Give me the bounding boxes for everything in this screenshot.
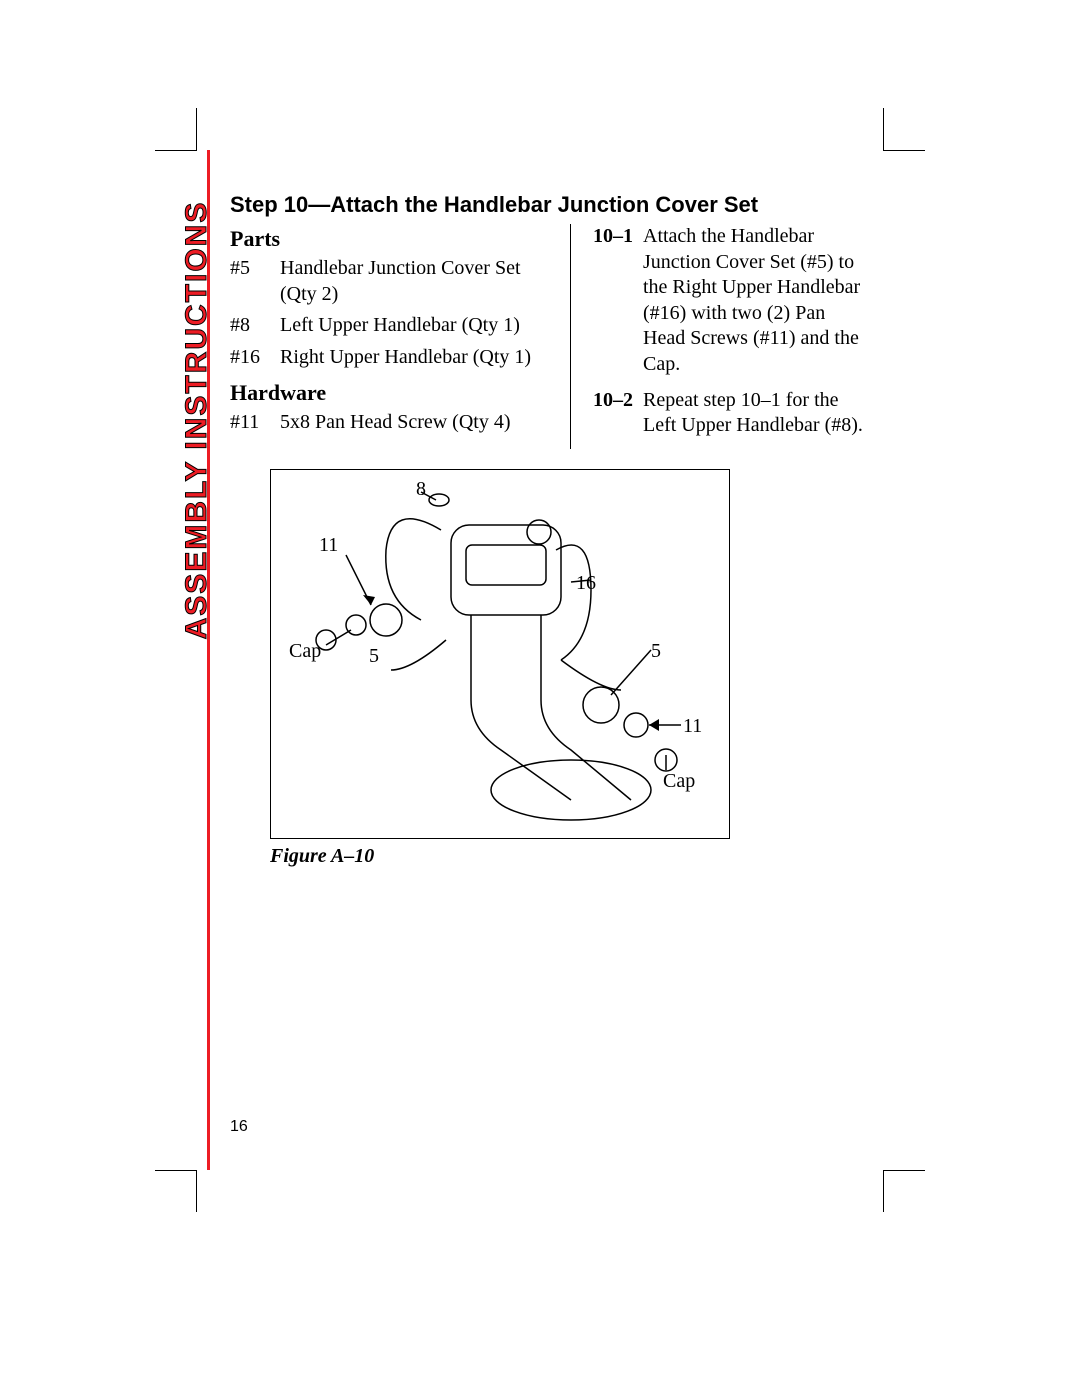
figure-callout-8: 8 xyxy=(416,478,426,501)
two-column-layout: Parts #5 Handlebar Junction Cover Set (Q… xyxy=(230,224,880,449)
crop-mark xyxy=(155,150,197,151)
figure-caption: Figure A–10 xyxy=(270,845,880,868)
figure-callout-5: 5 xyxy=(651,640,661,663)
figure-callout-11: 11 xyxy=(319,534,338,557)
figure-wrap: 8 11 Cap 5 16 5 11 Cap Figure A–10 xyxy=(270,469,880,868)
manual-page: ASSEMBLY INSTRUCTIONS Step 10—Attach the… xyxy=(0,0,1080,1397)
figure-box: 8 11 Cap 5 16 5 11 Cap xyxy=(270,469,730,839)
part-description: Left Upper Handlebar (Qty 1) xyxy=(280,313,554,339)
part-row: #16 Right Upper Handlebar (Qty 1) xyxy=(230,345,554,371)
figure-callout-16: 16 xyxy=(576,572,596,595)
crop-mark xyxy=(196,1170,197,1212)
part-number: #8 xyxy=(230,313,280,339)
crop-mark xyxy=(196,108,197,150)
part-number: #5 xyxy=(230,256,280,307)
part-description: Handlebar Junction Cover Set (Qty 2) xyxy=(280,256,554,307)
parts-heading: Parts xyxy=(230,226,554,252)
part-row: #8 Left Upper Handlebar (Qty 1) xyxy=(230,313,554,339)
hardware-description: 5x8 Pan Head Screw (Qty 4) xyxy=(280,410,554,436)
crop-mark xyxy=(883,150,925,151)
hardware-number: #11 xyxy=(230,410,280,436)
hardware-list: #11 5x8 Pan Head Screw (Qty 4) xyxy=(230,410,554,436)
part-number: #16 xyxy=(230,345,280,371)
crop-mark xyxy=(155,1170,197,1171)
step-row: 10–1 Attach the Handlebar Junction Cover… xyxy=(593,224,870,378)
content-area: Step 10—Attach the Handlebar Junction Co… xyxy=(230,192,880,868)
crop-mark xyxy=(883,1170,884,1212)
crop-mark xyxy=(883,1170,925,1171)
sidebar-section-label: ASSEMBLY INSTRUCTIONS xyxy=(180,201,214,640)
figure-callout-5: 5 xyxy=(369,645,379,668)
right-column: 10–1 Attach the Handlebar Junction Cover… xyxy=(570,224,870,449)
page-number: 16 xyxy=(230,1118,248,1136)
step-description: Attach the Handlebar Junction Cover Set … xyxy=(643,224,870,378)
part-row: #5 Handlebar Junction Cover Set (Qty 2) xyxy=(230,256,554,307)
left-column: Parts #5 Handlebar Junction Cover Set (Q… xyxy=(230,224,570,449)
hardware-row: #11 5x8 Pan Head Screw (Qty 4) xyxy=(230,410,554,436)
step-number: 10–1 xyxy=(593,224,643,378)
parts-list: #5 Handlebar Junction Cover Set (Qty 2) … xyxy=(230,256,554,370)
hardware-heading: Hardware xyxy=(230,380,554,406)
step-title: Step 10—Attach the Handlebar Junction Co… xyxy=(230,192,880,218)
figure-callout-cap: Cap xyxy=(663,770,695,793)
step-description: Repeat step 10–1 for the Left Upper Hand… xyxy=(643,388,870,439)
figure-callout-cap: Cap xyxy=(289,640,321,663)
step-number: 10–2 xyxy=(593,388,643,439)
step-row: 10–2 Repeat step 10–1 for the Left Upper… xyxy=(593,388,870,439)
assembly-diagram-icon xyxy=(271,470,731,840)
figure-callout-11: 11 xyxy=(683,715,702,738)
part-description: Right Upper Handlebar (Qty 1) xyxy=(280,345,554,371)
step-list: 10–1 Attach the Handlebar Junction Cover… xyxy=(593,224,870,439)
crop-mark xyxy=(883,108,884,150)
